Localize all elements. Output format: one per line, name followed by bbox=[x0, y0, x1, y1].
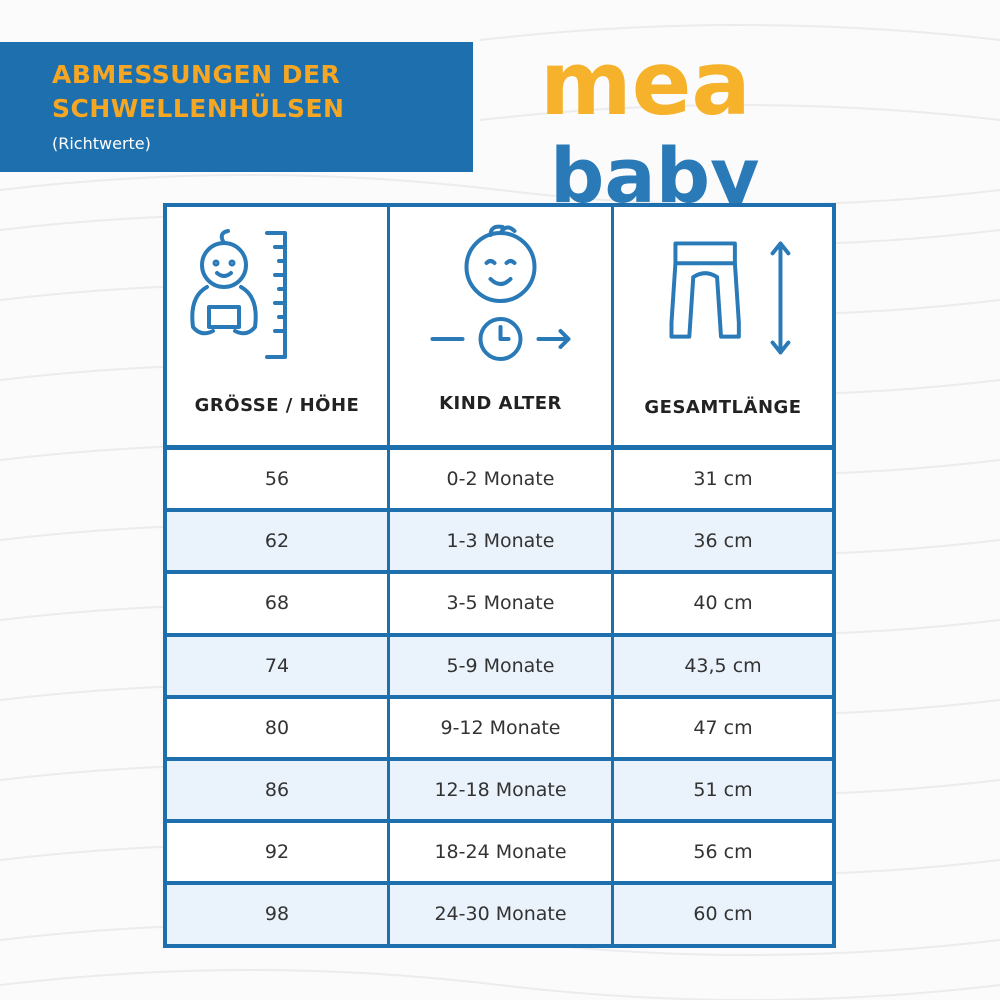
table-cell: 56 cm bbox=[614, 823, 832, 882]
header-text: GRÖSSE / HÖHE bbox=[194, 395, 360, 416]
header-cell: GESAMTLÄNGE bbox=[614, 207, 832, 445]
table-cell: 98 bbox=[167, 885, 387, 944]
header-icon bbox=[430, 224, 571, 361]
header-icon bbox=[190, 229, 287, 359]
table-cell: 5-9 Monate bbox=[390, 636, 611, 695]
table-cell: 62 bbox=[167, 512, 387, 571]
table-cell: 36 cm bbox=[614, 512, 832, 571]
table-cell: 43,5 cm bbox=[614, 636, 832, 695]
size-table: GRÖSSE / HÖHE KIND ALTER GESAMTLÄNGE 56 0-2 … bbox=[163, 203, 836, 948]
table-cell: 18-24 Monate bbox=[390, 823, 611, 882]
table-cell: 3-5 Monate bbox=[390, 574, 611, 633]
table-cell: 74 bbox=[167, 636, 387, 695]
table-cell: 31 cm bbox=[614, 450, 832, 509]
header-cell: KIND ALTER bbox=[390, 207, 611, 445]
table-cell: 60 cm bbox=[614, 885, 832, 944]
subtitle: (Richtwerte) bbox=[52, 134, 151, 153]
logo-part: mea bbox=[540, 32, 751, 135]
title-banner: ABMESSUNGEN DER SCHWELLENHÜLSEN (Richtwe… bbox=[0, 42, 473, 172]
table-cell: 40 cm bbox=[614, 574, 832, 633]
table-cell: 92 bbox=[167, 823, 387, 882]
table-cell: 9-12 Monate bbox=[390, 698, 611, 757]
table-cell: 68 bbox=[167, 574, 387, 633]
table-cell: 1-3 Monate bbox=[390, 512, 611, 571]
table-cell: 12-18 Monate bbox=[390, 761, 611, 820]
table-cell: 0-2 Monate bbox=[390, 450, 611, 509]
table-cell: 86 bbox=[167, 761, 387, 820]
table-cell: 56 bbox=[167, 450, 387, 509]
table-cell: 24-30 Monate bbox=[390, 885, 611, 944]
logo: mea baby bbox=[540, 40, 1000, 216]
logo-part: baby bbox=[550, 131, 760, 220]
header-text: GESAMTLÄNGE bbox=[644, 397, 802, 418]
table-cell: 51 cm bbox=[614, 761, 832, 820]
header-text: KIND ALTER bbox=[439, 393, 562, 414]
title-line: ABMESSUNGEN DER bbox=[52, 60, 341, 89]
header-icon bbox=[669, 241, 791, 355]
table-cell: 47 cm bbox=[614, 698, 832, 757]
table-cell: 80 bbox=[167, 698, 387, 757]
title-line: SCHWELLENHÜLSEN bbox=[52, 94, 345, 123]
header-cell: GRÖSSE / HÖHE bbox=[167, 207, 387, 445]
